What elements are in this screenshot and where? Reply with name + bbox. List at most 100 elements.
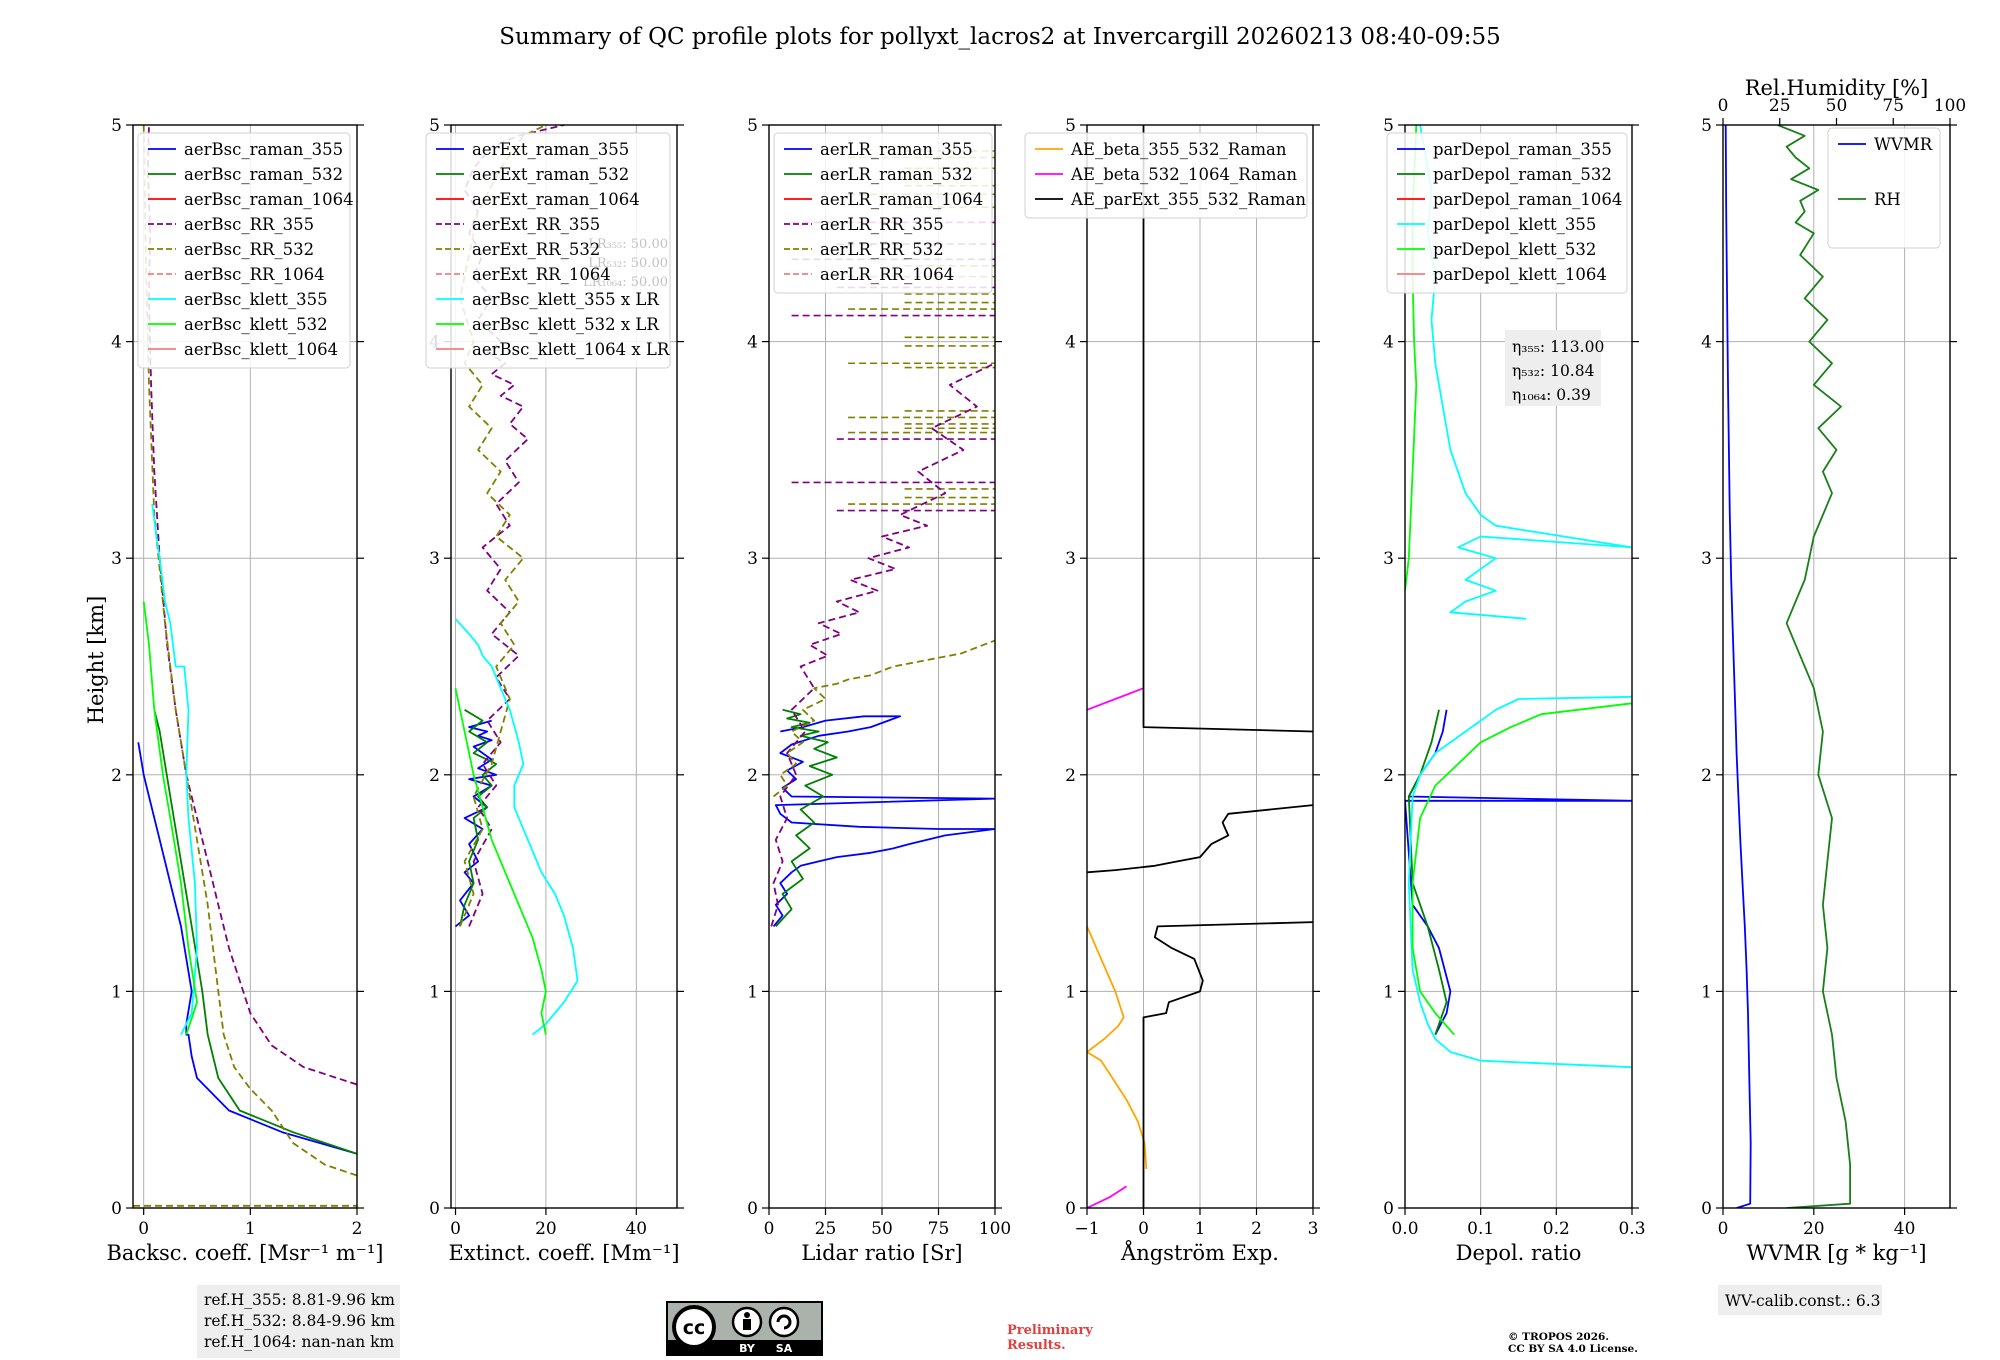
legend-label: aerExt_RR_1064 bbox=[472, 265, 611, 284]
y-tick-label: 3 bbox=[111, 549, 122, 569]
legend-label: aerExt_raman_532 bbox=[472, 165, 629, 184]
x-tick-label: 40 bbox=[1894, 1219, 1916, 1239]
y-tick-label: 1 bbox=[1065, 982, 1076, 1002]
x-tick-label: 25 bbox=[815, 1219, 837, 1239]
y-tick-label: 3 bbox=[1383, 549, 1394, 569]
top-x-tick-label: 100 bbox=[1934, 96, 1966, 116]
series-line-AE_parExt_355_532_Raman_c bbox=[1142, 125, 1313, 733]
copyright-line-2: CC BY SA 4.0 License. bbox=[1508, 1343, 1638, 1355]
series-line-aerLR_raman_355 bbox=[772, 715, 995, 927]
series-line-RH bbox=[1777, 125, 1851, 1208]
y-tick-label: 3 bbox=[429, 549, 440, 569]
legend-label: aerBsc_klett_1064 x LR bbox=[472, 340, 670, 359]
x-axis-label: Depol. ratio bbox=[1456, 1241, 1582, 1265]
x-tick-label: 0.3 bbox=[1618, 1219, 1645, 1239]
eta-value: η₅₃₂: 10.84 bbox=[1512, 362, 1595, 380]
eta-value: η₁₀₆₄: 0.39 bbox=[1512, 386, 1591, 404]
by-person-head bbox=[744, 1312, 750, 1318]
top-x-tick-label: 75 bbox=[1882, 96, 1904, 116]
y-tick-label: 2 bbox=[1065, 766, 1076, 786]
y-tick-label: 2 bbox=[429, 766, 440, 786]
y-tick-label: 4 bbox=[1701, 333, 1712, 353]
y-tick-label: 5 bbox=[747, 116, 758, 136]
lr-label: LR₁₀₆₄: 50.00 bbox=[583, 275, 668, 290]
series-line-aerLR_raman_532 bbox=[775, 708, 838, 928]
x-tick-label: 0 bbox=[1138, 1219, 1149, 1239]
legend-label: aerLR_RR_1064 bbox=[820, 265, 954, 284]
sa-arrow-icon bbox=[776, 1314, 792, 1330]
series-line-parDepol_klett_355 bbox=[1407, 695, 1632, 1069]
wv-calib-info: WV-calib.const.: 6.3 bbox=[1725, 1292, 1881, 1310]
legend-label: RH bbox=[1874, 190, 1901, 209]
y-tick-label: 0 bbox=[111, 1199, 122, 1219]
y-tick-label: 2 bbox=[747, 766, 758, 786]
legend-label: parDepol_klett_532 bbox=[1433, 240, 1596, 259]
series-line-AE_beta_532_1064_Raman_b bbox=[1087, 687, 1144, 711]
x-axis-label: Backsc. coeff. [Msr⁻¹ m⁻¹] bbox=[107, 1241, 384, 1265]
series-line-parDepol_klett_532 bbox=[1411, 702, 1632, 1036]
preliminary-line-2: Results. bbox=[1007, 1338, 1066, 1353]
cc-logo-text: cc bbox=[683, 1317, 706, 1339]
legend-box bbox=[425, 132, 671, 369]
x-tick-label: 3 bbox=[1308, 1219, 1319, 1239]
y-tick-label: 5 bbox=[1065, 116, 1076, 136]
legend-label: parDepol_raman_355 bbox=[1433, 140, 1612, 159]
x-tick-label: 0.2 bbox=[1543, 1219, 1570, 1239]
x-tick-label: 40 bbox=[625, 1219, 647, 1239]
wv-calib-box bbox=[1718, 1285, 1882, 1315]
y-tick-label: 5 bbox=[429, 116, 440, 136]
figure-title: Summary of QC profile plots for pollyxt_… bbox=[499, 24, 1500, 50]
legend-label: aerBsc_klett_1064 bbox=[184, 340, 338, 359]
x-tick-label: 0 bbox=[1718, 1219, 1729, 1239]
top-x-axis-label: Rel.Humidity [%] bbox=[1745, 76, 1929, 100]
legend-box bbox=[1386, 132, 1628, 294]
y-tick-label: 4 bbox=[747, 333, 758, 353]
legend-label: aerBsc_klett_532 x LR bbox=[472, 315, 659, 334]
eta-value: η₃₅₅: 113.00 bbox=[1512, 338, 1604, 356]
series-line-aerLR_RR_355 bbox=[770, 362, 995, 927]
y-tick-label: 1 bbox=[747, 982, 758, 1002]
x-tick-label: 100 bbox=[979, 1219, 1011, 1239]
y-tick-label: 0 bbox=[1701, 1199, 1712, 1219]
legend-label: parDepol_klett_1064 bbox=[1433, 265, 1607, 284]
panel-lidar_ratio: 0 25 50 75 100 0 1 2 3 4 5 Lidar ratio [Sr] aerLR_ra… bbox=[747, 116, 1011, 1265]
series-line-WVMR bbox=[1724, 125, 1752, 1208]
legend-label: parDepol_raman_532 bbox=[1433, 165, 1612, 184]
legend-label: aerExt_raman_1064 bbox=[472, 190, 640, 209]
y-tick-label: 4 bbox=[1383, 333, 1394, 353]
x-tick-label: 20 bbox=[535, 1219, 557, 1239]
axes-frame bbox=[1722, 124, 1951, 1209]
cc-logo-icon bbox=[672, 1305, 716, 1349]
refh-box bbox=[197, 1285, 400, 1358]
refh-info: ref.H_1064: nan-nan km bbox=[204, 1333, 395, 1351]
legend-label: aerBsc_RR_1064 bbox=[184, 265, 325, 284]
legend-label: AE_parExt_355_532_Raman bbox=[1070, 190, 1306, 209]
series-line-AE_parExt_355_532_Raman_b bbox=[1087, 804, 1313, 874]
y-tick-label: 0 bbox=[747, 1199, 758, 1219]
y-axis-label: Height [km] bbox=[84, 596, 108, 725]
top-x-tick-label: 25 bbox=[1769, 96, 1791, 116]
axes-frame bbox=[1404, 124, 1633, 1209]
legend-label: parDepol_raman_1064 bbox=[1433, 190, 1622, 209]
y-tick-label: 2 bbox=[111, 766, 122, 786]
y-tick-label: 4 bbox=[1065, 333, 1076, 353]
x-tick-label: 0 bbox=[764, 1219, 775, 1239]
cc-by-sa-badge[interactable]: cc BY SA bbox=[666, 1301, 823, 1356]
y-tick-label: 1 bbox=[429, 982, 440, 1002]
plot-area bbox=[1087, 125, 1313, 1208]
legend-label: aerBsc_raman_355 bbox=[184, 140, 343, 159]
legend-label: parDepol_klett_355 bbox=[1433, 215, 1596, 234]
x-tick-label: 50 bbox=[871, 1219, 893, 1239]
x-axis-label: Lidar ratio [Sr] bbox=[801, 1241, 962, 1265]
legend-box bbox=[1024, 132, 1308, 219]
by-person-body bbox=[743, 1319, 751, 1330]
x-tick-label: −1 bbox=[1074, 1219, 1099, 1239]
y-tick-label: 1 bbox=[1701, 982, 1712, 1002]
legend-label: aerLR_raman_355 bbox=[820, 140, 973, 159]
x-tick-label: 75 bbox=[928, 1219, 950, 1239]
y-tick-label: 1 bbox=[1383, 982, 1394, 1002]
series-line-aerBsc_RR_532 bbox=[142, 125, 357, 1177]
